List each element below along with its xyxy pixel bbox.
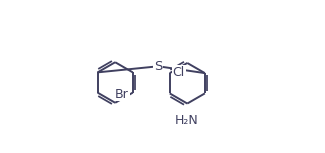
Text: S: S	[154, 60, 162, 73]
Text: H₂N: H₂N	[175, 114, 198, 127]
Text: Br: Br	[115, 88, 129, 101]
Text: Cl: Cl	[173, 66, 185, 79]
